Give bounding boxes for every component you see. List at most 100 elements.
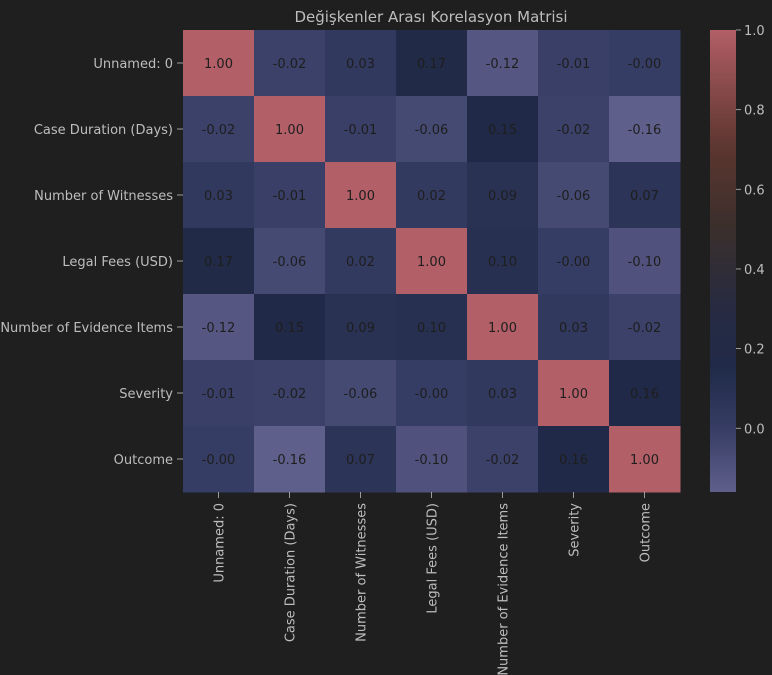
heatmap-cell [538,294,610,361]
cell-value-label: 1.00 [559,387,588,402]
cell-value-label: -0.02 [202,123,236,138]
heatmap-cell [325,294,397,361]
cell-value-label: -0.01 [557,57,591,72]
cell-value-label: -0.16 [628,123,662,138]
heatmap-cell [609,360,681,427]
heatmap-cell [396,228,468,295]
colorbar-tick-label: 0.0 [744,422,765,437]
heatmap-cell [609,294,681,361]
heatmap-cell [325,30,397,97]
x-tick-label: Severity [568,503,583,557]
cell-value-label: -0.00 [415,387,449,402]
x-tick-label: Number of Evidence Items [497,503,512,675]
heatmap-cell [538,30,610,97]
cell-value-label: 0.07 [346,453,375,468]
cell-value-label: -0.01 [202,387,236,402]
heatmap-cells: 1.00 -0.02 0.03 0.17 -0.12 -0.01 -0.00 -0.02 1.0… [183,30,681,493]
heatmap-cell [254,360,326,427]
cell-value-label: 0.09 [488,189,517,204]
heatmap-cell [538,162,610,229]
y-tick-label: Unnamed: 0 [93,57,173,72]
heatmap-cell [254,426,326,493]
heatmap-cell [467,426,539,493]
x-tick-label: Unnamed: 0 [213,503,228,583]
colorbar-tick-label: 1.0 [744,24,765,39]
y-tick-label: Severity [119,387,173,402]
cell-value-label: 1.00 [204,57,233,72]
x-tick-label: Number of Witnesses [355,503,370,642]
cell-value-label: -0.01 [344,123,378,138]
heatmap-cell [467,96,539,163]
heatmap-cell [467,162,539,229]
cell-value-label: 0.17 [204,255,233,270]
x-tick-label: Legal Fees (USD) [426,503,441,614]
cell-value-label: -0.12 [486,57,520,72]
y-tick-label: Case Duration (Days) [34,123,173,138]
x-tick-label: Case Duration (Days) [284,503,299,642]
heatmap-cell [609,30,681,97]
cell-value-label: 0.15 [488,123,517,138]
colorbar-gradient [710,30,736,492]
cell-value-label: -0.02 [486,453,520,468]
heatmap-cell [325,96,397,163]
heatmap-cell [183,96,255,163]
cell-value-label: 1.00 [488,321,517,336]
cell-value-label: -0.02 [273,57,307,72]
heatmap-cell [467,228,539,295]
cell-value-label: 0.03 [204,189,233,204]
heatmap-cell [396,360,468,427]
cell-value-label: -0.10 [415,453,449,468]
cell-value-label: -0.06 [557,189,591,204]
cell-value-label: 0.03 [488,387,517,402]
heatmap-cell [467,30,539,97]
heatmap-cell [396,426,468,493]
heatmap-cell [609,96,681,163]
colorbar-tick-label: 0.4 [744,263,765,278]
heatmap-cell [325,360,397,427]
heatmap-cell [183,30,255,97]
heatmap-cell [467,294,539,361]
cell-value-label: 0.16 [630,387,659,402]
heatmap-cell [396,162,468,229]
heatmap-cell [538,426,610,493]
heatmap-cell [538,228,610,295]
heatmap-cell [183,426,255,493]
cell-value-label: 0.10 [417,321,446,336]
heatmap-cell [254,162,326,229]
heatmap-cell [325,162,397,229]
heatmap-cell [538,360,610,427]
heatmap-cell [609,162,681,229]
y-tick-label: Number of Evidence Items [0,321,173,336]
cell-value-label: 1.00 [417,255,446,270]
cell-value-label: -0.06 [415,123,449,138]
cell-value-label: -0.00 [628,57,662,72]
cell-value-label: 0.17 [417,57,446,72]
x-axis-tick-labels: Unnamed: 0 Case Duration (Days) Number of … [213,492,654,675]
heatmap-cell [254,96,326,163]
cell-value-label: 0.02 [417,189,446,204]
heatmap-cell [183,360,255,427]
heatmap-cell [183,294,255,361]
heatmap-cell [254,228,326,295]
heatmap-cell [467,360,539,427]
cell-value-label: -0.06 [273,255,307,270]
heatmap-cell [325,426,397,493]
heatmap-cell [254,294,326,361]
y-tick-label: Number of Witnesses [34,189,173,204]
heatmap-cell [183,228,255,295]
y-axis-tick-labels: Unnamed: 0 Case Duration (Days) Number of … [0,57,183,468]
cell-value-label: -0.12 [202,321,236,336]
cell-value-label: -0.16 [273,453,307,468]
cell-value-label: 0.15 [275,321,304,336]
heatmap-cell [396,96,468,163]
heatmap-cell [396,294,468,361]
cell-value-label: 0.03 [346,57,375,72]
heatmap-cell [609,228,681,295]
chart-title: Değişkenler Arası Korelasyon Matrisi [294,8,567,26]
heatmap-cell [538,96,610,163]
cell-value-label: 1.00 [275,123,304,138]
colorbar-tick-label: 0.6 [744,183,765,198]
y-tick-label: Outcome [114,453,173,468]
cell-value-label: -0.10 [628,255,662,270]
